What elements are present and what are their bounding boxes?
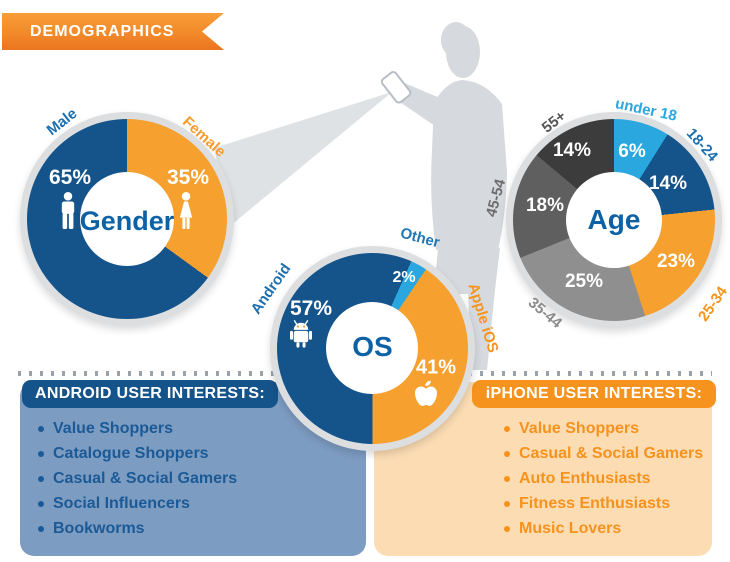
- beam-shape: [214, 92, 392, 226]
- gender-chart-title: Gender: [79, 206, 175, 236]
- age-25-34-percent: 23%: [656, 251, 696, 272]
- list-item: Value Shoppers: [38, 416, 237, 441]
- chart-hole: [80, 172, 174, 266]
- list-item: Casual & Social Gamers: [504, 441, 703, 466]
- banner-label: DEMOGRAPHICS: [30, 22, 175, 40]
- android-interests-header: ANDROID USER INTERESTS:: [22, 380, 278, 408]
- age-chart-title: Age: [587, 204, 641, 235]
- list-item: Fitness Enthusiasts: [504, 491, 703, 516]
- iphone-interests-title: iPHONE USER INTERESTS:: [485, 385, 703, 402]
- under18-percent: 6%: [618, 141, 646, 162]
- chart-hole: [566, 172, 662, 268]
- other-percent: 2%: [392, 269, 416, 286]
- list-item: Social Influencers: [38, 491, 237, 516]
- apple-percent: 41%: [415, 356, 457, 379]
- list-item: Casual & Social Gamers: [38, 466, 237, 491]
- phone-icon: [380, 71, 412, 104]
- os-chart-title: OS: [352, 331, 393, 362]
- list-item: Catalogue Shoppers: [38, 441, 237, 466]
- gender-donut-chart: Gender 65% 35% Male Female: [20, 105, 234, 326]
- android-interests-list: Value Shoppers Catalogue Shoppers Casual…: [38, 416, 237, 541]
- age-18-24-percent: 14%: [648, 173, 688, 194]
- iphone-interests-header: iPHONE USER INTERESTS:: [472, 380, 716, 408]
- list-item: Value Shoppers: [504, 416, 703, 441]
- age-55-plus-percent: 14%: [552, 140, 592, 161]
- female-icon: [179, 192, 193, 230]
- male-percent: 65%: [48, 166, 92, 189]
- female-percent: 35%: [166, 166, 210, 189]
- age-35-44-percent: 25%: [564, 271, 604, 292]
- list-item: Auto Enthusiasts: [504, 466, 703, 491]
- iphone-interests-list: Value Shoppers Casual & Social Gamers Au…: [504, 416, 703, 541]
- android-icon: [290, 320, 312, 348]
- android-percent: 57%: [289, 297, 333, 320]
- male-icon: [61, 192, 75, 230]
- apple-icon: [415, 380, 437, 406]
- age-donut-chart: Age 6% 14% 23% 25% 18% 14% under 18 18-2…: [483, 95, 730, 332]
- demographics-banner: DEMOGRAPHICS: [2, 13, 224, 50]
- os-donut-chart: OS 57% 2% 41% Android Other Apple iOS: [248, 225, 502, 451]
- age-45-54-percent: 18%: [525, 195, 565, 216]
- android-interests-title: ANDROID USER INTERESTS:: [34, 385, 266, 402]
- list-item: Bookworms: [38, 516, 237, 541]
- list-item: Music Lovers: [504, 516, 703, 541]
- chart-hole: [326, 302, 418, 394]
